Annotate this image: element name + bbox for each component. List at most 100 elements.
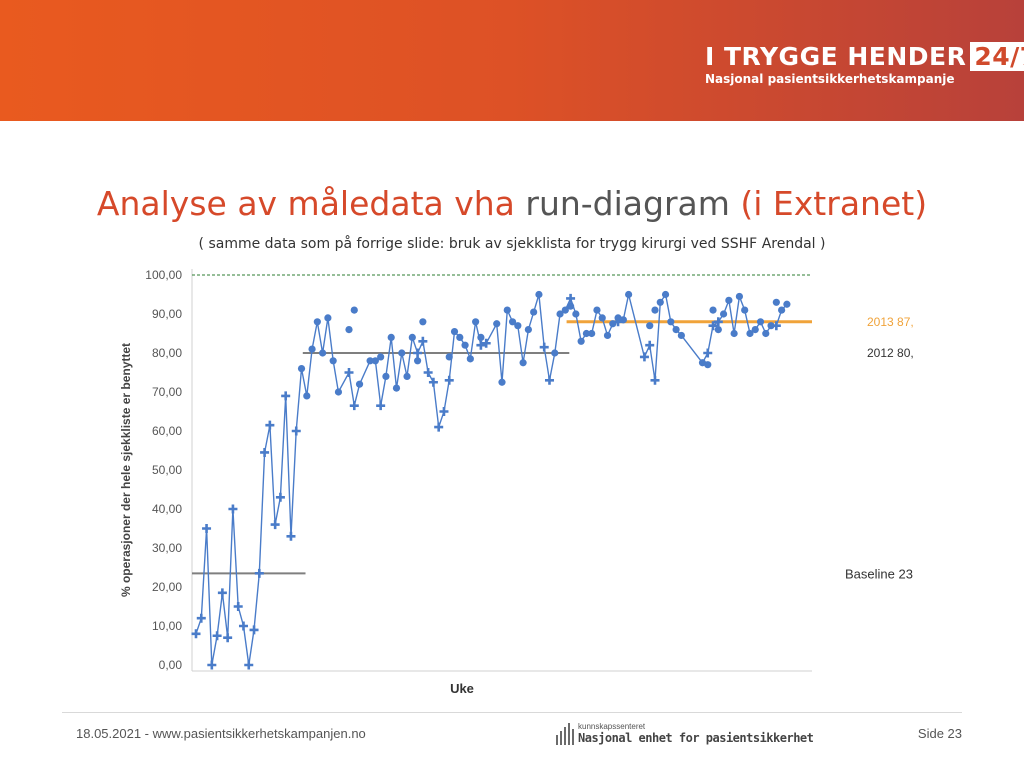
data-point-plus [212,631,222,641]
data-point-plus [539,342,549,352]
data-point-dot [334,388,343,396]
data-point-dot [556,310,564,318]
data-point-dot [783,300,791,308]
data-point-plus [428,377,438,387]
data-point-dot [355,380,364,388]
data-point-dot [387,333,395,341]
y-tick-label: 50,00 [152,463,182,477]
data-point-plus [249,625,259,635]
data-point-dot [730,329,738,338]
data-point-dot [514,322,522,330]
data-point-dot [667,318,675,326]
data-point-plus [423,368,433,377]
footer-divider [62,712,962,713]
data-point-plus [439,407,449,416]
data-point-dot [472,318,480,326]
y-tick-label: 100,00 [145,268,182,282]
slide-title: Analyse av måledata vha run-diagram (i E… [0,184,1024,223]
data-point-plus [349,401,359,411]
data-point-dot [535,290,543,299]
y-tick-label: 0,00 [159,658,183,672]
logo-small-text: kunnskapssenteret [578,722,646,731]
data-point-dot [725,296,733,304]
data-point-dot [450,327,459,336]
data-point-plus [291,426,301,436]
kunnskapssenteret-logo: kunnskapssenteret Nasjonal enhet for pas… [556,722,814,745]
data-point-dot [772,298,780,306]
data-point-dot [656,298,664,306]
data-point-dot [498,378,506,386]
data-point-plus [413,348,423,358]
logo-main-text: Nasjonal enhet for pasientsikkerhet [578,731,814,745]
data-point-dot [456,333,464,341]
data-point-dot [398,349,406,357]
data-point-plus [228,504,238,514]
y-tick-label: 30,00 [152,541,182,555]
data-point-dot [382,372,390,380]
title-part-3: (i Extranet) [729,184,928,223]
data-point-plus [645,340,655,350]
median-label-2013: 2013 87, [867,315,914,329]
data-point-dot [329,357,337,365]
data-point-dot [551,349,559,357]
data-point-plus [650,375,660,385]
data-point-dot [751,326,759,334]
data-point-plus [434,422,444,432]
data-point-plus [708,321,718,331]
run-chart: 0,00 10,00 20,00 30,00 40,00 50,00 60,00 70,00 8… [119,268,914,696]
brand-title: I TRYGGE HENDER [705,42,967,71]
data-point-plus [275,492,285,502]
page-number: Side 23 [917,726,962,741]
data-point-plus [244,660,254,670]
data-point-dot [308,345,316,353]
data-point-plus [639,352,649,362]
data-point-dot [403,372,411,380]
data-point-dot [371,357,379,365]
title-part-1: Analyse av måledata vha [96,184,526,223]
data-point-dot [603,331,612,340]
brand-number: 24/7 [970,42,1024,71]
data-point-dot [377,353,385,361]
data-point-dot [366,357,374,365]
data-point-dot [672,326,680,334]
data-point-dot [566,302,575,310]
data-point-dot [313,318,321,326]
data-point-dot [572,310,580,318]
title-part-2: run-diagram [525,184,730,223]
data-point-plus [566,293,576,303]
y-tick-label: 40,00 [152,502,182,516]
data-point-dot [735,292,744,301]
data-point-dot [477,333,485,341]
data-point-plus [223,633,233,643]
data-point-dot [588,329,596,338]
data-point-dot [719,310,728,318]
data-point-dot [577,337,585,345]
data-point-dot [392,384,401,392]
y-tick-label: 80,00 [152,346,182,360]
data-point-plus [270,520,280,530]
data-point-plus [476,340,486,350]
data-point-plus [196,613,206,623]
data-point-dot [704,361,712,369]
data-point-plus [207,660,217,670]
data-point-plus [703,348,713,358]
data-point-dot [778,306,786,314]
data-point-plus [233,602,243,611]
data-point-dot [609,320,617,328]
data-point-dot [625,290,633,299]
data-point-dot [593,306,601,314]
data-point-plus [217,588,227,598]
footer-date-url: 18.05.2021 - www.pasientsikkerhetskampan… [76,726,366,741]
data-point-plus [444,375,454,385]
data-point-plus [713,317,723,327]
data-point-dot [461,341,469,349]
data-point-dot [582,329,591,338]
brand-subtitle: Nasjonal pasientsikkerhetskampanje [705,72,955,86]
data-point-plus [254,568,264,578]
data-point-dot [598,314,606,322]
data-point-dot [445,353,453,361]
data-point-dot [767,322,775,330]
logo-bars-icon [556,723,574,745]
